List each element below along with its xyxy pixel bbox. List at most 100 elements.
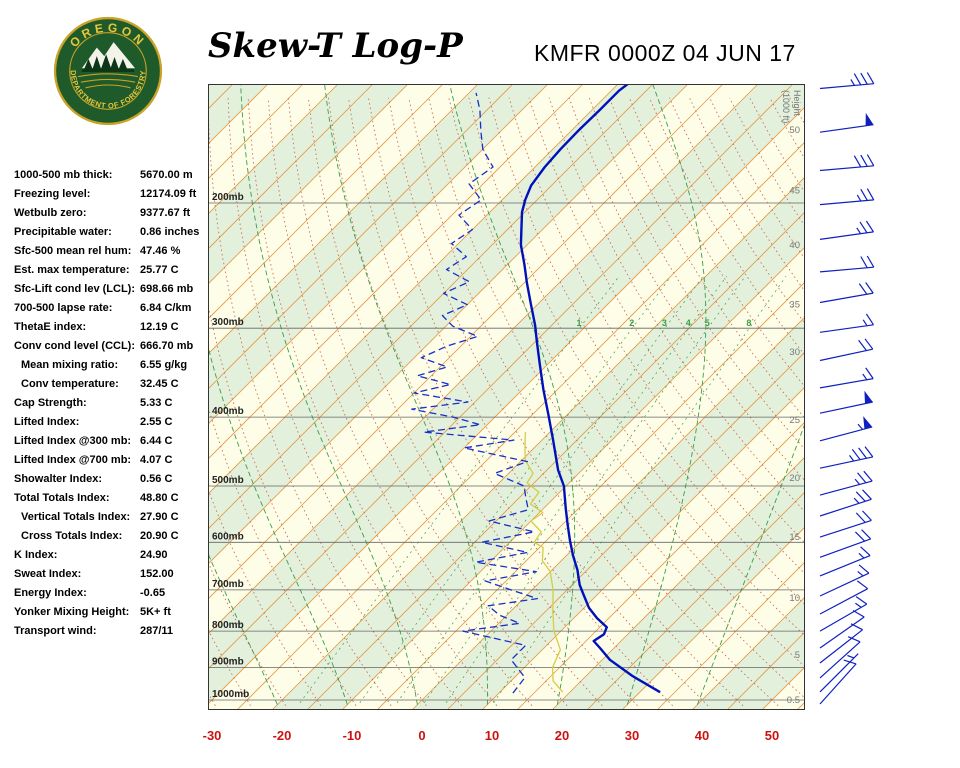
- wind-barb: [819, 416, 873, 442]
- index-label: 700-500 lapse rate:: [14, 302, 113, 314]
- index-label: Sfc-500 mean rel hum:: [14, 245, 132, 257]
- index-label: Wetbulb zero:: [14, 207, 87, 219]
- index-label: ThetaE index:: [14, 321, 87, 333]
- svg-text:-30: -30: [203, 728, 222, 743]
- index-value: 9377.67 ft: [140, 207, 191, 219]
- wind-barb: [819, 623, 863, 664]
- index-value: 6.55 g/kg: [140, 359, 188, 371]
- index-value: 0.86 inches: [140, 226, 200, 238]
- svg-text:40: 40: [789, 240, 800, 251]
- wind-barb: [819, 390, 873, 414]
- index-value: 27.90 C: [140, 511, 179, 523]
- svg-text:35: 35: [789, 300, 800, 311]
- index-label: Transport wind:: [14, 625, 97, 637]
- index-label: Mean mixing ratio:: [21, 359, 119, 371]
- svg-text:200mb: 200mb: [212, 192, 244, 203]
- svg-text:30: 30: [789, 347, 800, 358]
- wind-barb: [819, 609, 865, 649]
- temp-axis-labels: -30 -20 -10 0 10 20 30 40 50: [203, 728, 780, 743]
- index-row: Sweat Index: 152.00: [14, 565, 214, 584]
- index-label: Sweat Index:: [14, 568, 82, 580]
- index-value: 698.66 mb: [140, 283, 194, 295]
- logo-fields: [78, 73, 138, 89]
- index-value: 4.07 C: [140, 454, 173, 466]
- station-id: KMFR 0000Z 04 JUN 17: [534, 40, 796, 66]
- index-label: Lifted Index:: [14, 416, 80, 428]
- wind-barb: [819, 446, 874, 469]
- wind-barb: [819, 220, 875, 240]
- wind-barb: [819, 510, 872, 538]
- index-row: K Index: 24.90: [14, 546, 214, 565]
- logo-trees: [81, 54, 135, 72]
- index-value: 24.90: [140, 549, 168, 561]
- index-value: 20.90 C: [140, 530, 179, 542]
- svg-text:400mb: 400mb: [212, 406, 244, 417]
- dewpoint-trace: [411, 92, 539, 694]
- index-value: 12174.09 ft: [140, 188, 197, 200]
- index-row: Freezing level: 12174.09 ft: [14, 185, 214, 204]
- wind-barb: [819, 282, 874, 304]
- index-label: Total Totals Index:: [14, 492, 110, 504]
- wind-barb-column: [819, 72, 875, 705]
- svg-text:10: 10: [485, 728, 499, 743]
- mixing-ratio-label: 4: [686, 318, 691, 328]
- svg-text:1000mb: 1000mb: [212, 689, 249, 700]
- index-value: 48.80 C: [140, 492, 179, 504]
- svg-text:700mb: 700mb: [212, 579, 244, 590]
- index-value: 12.19 C: [140, 321, 179, 333]
- index-row: Cap Strength: 5.33 C: [14, 394, 214, 413]
- mixing-ratio-label: 8: [746, 318, 751, 328]
- height-labels: 50 45 40 35 30 25 20 15 10 5 0.5 Height(1000 ft): [781, 90, 802, 706]
- index-row: Vertical Totals Index: 27.90 C: [14, 508, 214, 527]
- index-row: Precipitable water: 0.86 inches: [14, 223, 214, 242]
- wetbulb-trace: [524, 432, 564, 693]
- mixing-ratio-label: 2: [629, 318, 634, 328]
- index-label: Est. max temperature:: [14, 264, 130, 276]
- mixing-ratio-label: 5: [705, 318, 710, 328]
- index-label: Freezing level:: [14, 188, 91, 200]
- index-label: Lifted Index @300 mb:: [14, 435, 132, 447]
- plot-border: [208, 84, 805, 710]
- wind-barb: [819, 470, 873, 496]
- wind-barb: [819, 112, 874, 133]
- dry-adiabat-lines: [208, 97, 805, 707]
- wind-barb: [819, 489, 872, 517]
- index-row: Showalter Index: 0.56 C: [14, 470, 214, 489]
- svg-text:0.5: 0.5: [787, 695, 800, 706]
- index-value: 2.55 C: [140, 416, 173, 428]
- index-value: -0.65: [140, 587, 166, 599]
- svg-text:15: 15: [789, 532, 800, 543]
- wind-barb: [819, 154, 875, 172]
- index-row: Lifted Index @700 mb: 4.07 C: [14, 451, 214, 470]
- svg-text:30: 30: [625, 728, 639, 743]
- svg-text:300mb: 300mb: [212, 317, 244, 328]
- index-label: Conv cond level (CCL):: [14, 340, 136, 352]
- index-value: 47.46 %: [140, 245, 181, 257]
- index-label: Energy Index:: [14, 587, 87, 599]
- index-value: 6.44 C: [140, 435, 173, 447]
- index-row: Sfc-Lift cond lev (LCL): 698.66 mb: [14, 280, 214, 299]
- skewt-chart: 1 2 3 4 5 8200mb300mb400mb500mb600mb700mb800m…: [203, 84, 805, 743]
- svg-text:50: 50: [789, 125, 800, 136]
- svg-text:20: 20: [789, 473, 800, 484]
- svg-text:900mb: 900mb: [212, 657, 244, 668]
- wind-barb: [819, 367, 874, 389]
- index-label: Conv temperature:: [21, 378, 119, 390]
- wind-barb: [819, 659, 857, 705]
- pressure-lines: [208, 202, 805, 701]
- index-row: 700-500 lapse rate: 6.84 C/km: [14, 299, 214, 318]
- index-label: Sfc-Lift cond lev (LCL):: [14, 283, 135, 295]
- index-value: 152.00: [140, 568, 174, 580]
- wind-barb: [819, 255, 875, 273]
- pressure-labels: 200mb 300mb 400mb 500mb 600mb 700mb 800mb 900mb…: [212, 192, 249, 700]
- wind-barb: [819, 188, 875, 206]
- height-axis-title: (1000 ft): [781, 90, 791, 124]
- svg-text:500mb: 500mb: [212, 475, 244, 486]
- index-label: Lifted Index @700 mb:: [14, 454, 132, 466]
- index-value: 32.45 C: [140, 378, 179, 390]
- index-label: Yonker Mixing Height:: [14, 606, 130, 618]
- index-label: Showalter Index:: [14, 473, 103, 485]
- index-row: Transport wind: 287/11: [14, 622, 214, 641]
- index-value: 25.77 C: [140, 264, 179, 276]
- wind-barb: [819, 580, 869, 615]
